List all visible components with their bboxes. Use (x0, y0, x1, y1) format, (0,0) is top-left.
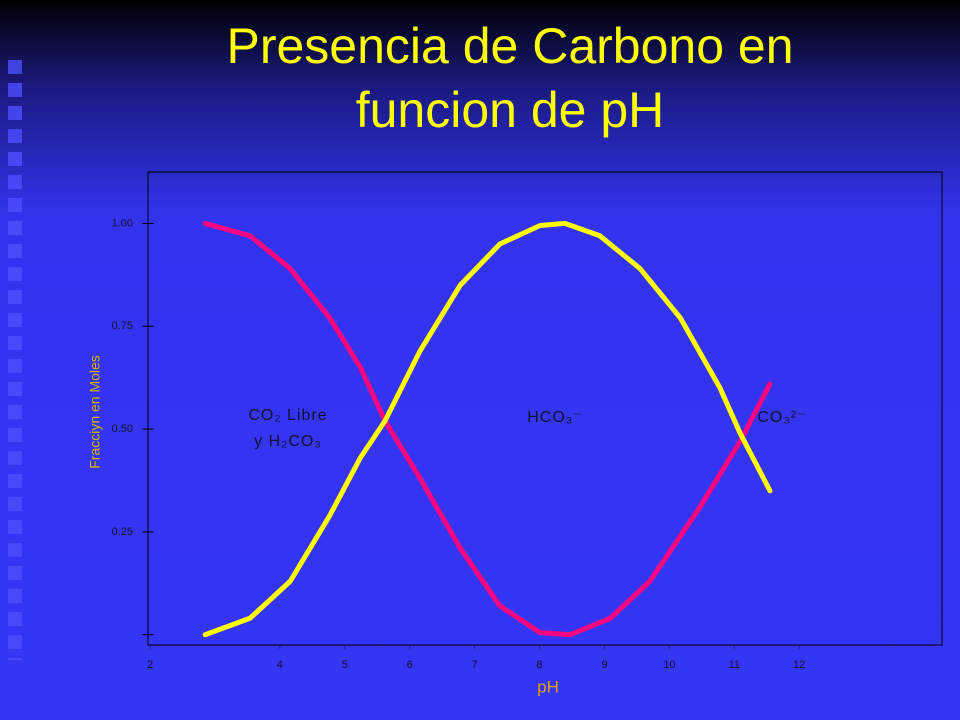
slide-title: Presencia de Carbono en funcion de pH (226, 18, 794, 138)
x-tick-label: 10 (663, 659, 675, 671)
annotation: y H₂CO₃ (254, 433, 322, 450)
x-tick-label: 6 (407, 659, 413, 671)
line-series (202, 220, 773, 638)
y-axis-label: Fracciyn en Moles (87, 355, 103, 469)
y-tick-label: 1.00 (112, 217, 133, 229)
x-tick-label: 7 (472, 659, 478, 671)
y-tick-label: 0.25 (112, 526, 133, 538)
decoration (8, 60, 22, 660)
plot-frame (147, 171, 943, 646)
annotation: CO₂ Libre (248, 407, 327, 424)
x-tick-label: 11 (729, 659, 740, 671)
y-tick-label: 0.75 (112, 320, 133, 332)
x-tick-label: 5 (342, 659, 348, 671)
x-tick-label: 8 (536, 659, 542, 671)
line-series (202, 220, 773, 638)
annotation: HCO₃⁻ (527, 409, 583, 426)
y-tick-label: 0.50 (112, 423, 133, 435)
x-tick-label: 9 (601, 659, 607, 671)
x-tick-label: 12 (793, 659, 805, 671)
annotation: CO₃²⁻ (757, 409, 806, 426)
x-tick-label: 2 (147, 659, 153, 671)
x-axis-label: pH (537, 677, 559, 696)
x-tick-label: 4 (277, 659, 283, 671)
